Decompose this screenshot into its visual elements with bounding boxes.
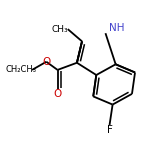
Text: CH₂CH₃: CH₂CH₃ [5, 65, 36, 74]
Text: O: O [53, 89, 62, 99]
Text: F: F [107, 125, 112, 135]
Text: CH₃: CH₃ [51, 25, 68, 34]
Text: O: O [42, 57, 50, 67]
Text: NH: NH [109, 23, 124, 33]
